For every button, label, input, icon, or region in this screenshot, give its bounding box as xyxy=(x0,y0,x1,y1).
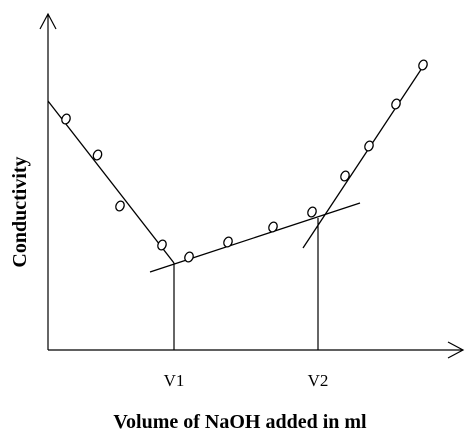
data-point xyxy=(223,236,233,248)
x-tick-label-v2: V2 xyxy=(308,371,329,390)
data-point xyxy=(340,170,350,182)
data-point xyxy=(364,140,374,152)
data-point xyxy=(157,239,167,251)
axes xyxy=(39,12,465,359)
y-axis-title: Conductivity xyxy=(9,156,31,267)
drop-lines xyxy=(173,218,319,350)
data-point xyxy=(418,59,428,71)
data-point xyxy=(115,200,125,212)
data-point xyxy=(268,221,278,233)
data-point xyxy=(391,98,401,110)
data-point xyxy=(184,251,194,263)
data-point xyxy=(61,113,71,125)
fit-line-3 xyxy=(302,61,427,249)
x-axis-title: Volume of NaOH added in ml xyxy=(113,411,367,433)
data-point xyxy=(92,149,103,161)
data-point xyxy=(307,206,317,218)
x-axis-arrow xyxy=(447,341,465,359)
fit-lines xyxy=(47,61,427,273)
fit-line-1 xyxy=(47,100,175,264)
x-tick-labels: V1 V2 xyxy=(164,371,329,390)
data-points xyxy=(61,59,428,263)
x-tick-label-v1: V1 xyxy=(164,371,185,390)
fit-line-2 xyxy=(149,202,361,273)
y-axis-arrow xyxy=(39,12,57,30)
